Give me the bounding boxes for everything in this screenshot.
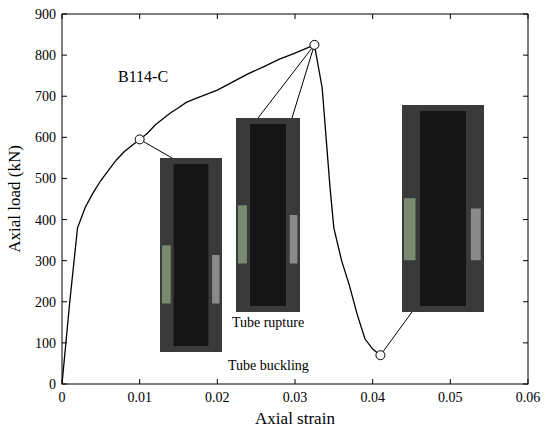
x-tick-top [372,14,373,19]
photo-detail [212,255,219,304]
y-tick-right [523,178,528,179]
leader-line [140,139,172,158]
y-tick-label: 900 [35,7,56,22]
photo-bg [402,105,484,312]
x-tick-top [139,14,140,19]
y-tick [62,96,67,97]
y-tick-label: 400 [35,213,56,228]
x-tick-top [528,14,529,19]
y-tick-label: 100 [35,336,56,351]
photo-bg [236,118,300,312]
photo-bg [160,158,222,352]
y-tick-right [523,260,528,261]
x-tick-top [450,14,451,19]
chart: 0 0.01 0.02 0.03 0.04 0.05 0.06 0 100 200 300 400 50… [0,0,551,438]
y-tick-right [523,14,528,15]
y-tick-label: 600 [35,130,56,145]
plot-frame [62,14,528,384]
photo-detail [404,198,415,260]
y-tick-label: 300 [35,254,56,269]
leader-line [258,45,314,118]
x-tick-label: 0.06 [516,390,541,405]
annotation: Tube rupture [232,315,304,330]
x-tick [139,379,140,384]
x-tick-label: 0.05 [438,390,463,405]
x-tick-top [62,14,63,19]
x-tick [295,379,296,384]
y-tick [62,219,67,220]
data-line [62,45,380,384]
x-tick-label: 0.02 [205,390,230,405]
y-tick [62,301,67,302]
y-tick-right [523,137,528,138]
specimen-label: B114-C [118,68,168,85]
marker [376,351,385,360]
x-tick-top [295,14,296,19]
x-tick-label: 0.04 [360,390,385,405]
photo-detail [290,215,298,264]
y-tick [62,178,67,179]
y-tick [62,260,67,261]
y-tick-right [523,55,528,56]
x-tick [528,379,529,384]
y-tick-label: 700 [35,89,56,104]
y-tick-right [523,219,528,220]
marker [135,135,144,144]
x-tick [372,379,373,384]
photo-detail [162,245,171,303]
y-tick-label: 800 [35,48,56,63]
x-tick [217,379,218,384]
y-tick-label: 200 [35,295,56,310]
y-tick-label: 500 [35,171,56,186]
y-tick-label: 0 [49,377,56,392]
x-axis-title: Axial strain [255,409,335,428]
annotation: Tube buckling [228,358,309,373]
photo-specimen [420,111,466,306]
y-tick-right [523,301,528,302]
leader-line [292,45,314,118]
x-tick-top [217,14,218,19]
marker [310,40,319,49]
y-tick [62,137,67,138]
y-tick-right [523,384,528,385]
y-tick [62,55,67,56]
y-tick [62,14,67,15]
x-tick-label: 0.03 [283,390,308,405]
photo-detail [238,205,247,263]
photo-specimen [250,124,286,306]
x-tick-label: 0 [59,390,66,405]
photo-detail [471,209,481,261]
plot-area [62,45,380,384]
y-tick [62,384,67,385]
y-axis-title: Axial load (kN) [5,145,24,253]
x-tick-label: 0.01 [127,390,152,405]
leader-line [380,312,412,355]
y-tick-right [523,96,528,97]
y-tick-right [523,342,528,343]
x-tick [450,379,451,384]
photo-specimen [174,164,209,346]
